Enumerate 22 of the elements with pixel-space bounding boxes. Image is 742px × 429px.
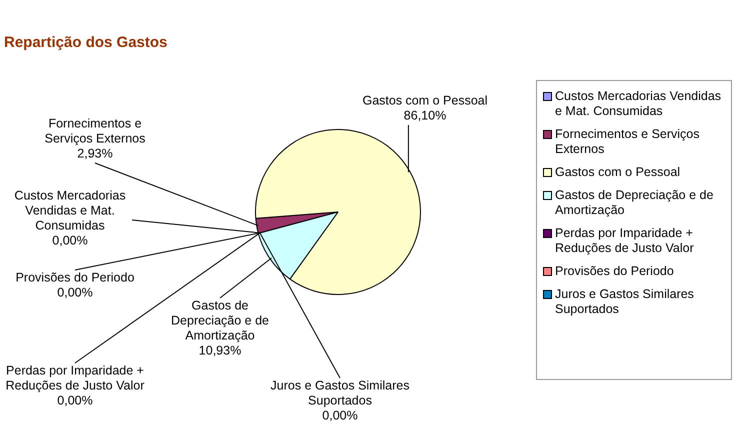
legend-label: Perdas por Imparidade + Reduções de Justo Valor	[555, 226, 695, 256]
text: 0,00%	[57, 394, 93, 408]
category-label: Perdas por Imparidade + Reduções de Justo Valor	[6, 364, 144, 393]
legend-label: Provisões do Periodo	[555, 264, 674, 279]
legend-label: Gastos com o Pessoal	[555, 165, 680, 180]
category-label: Provisões do Periodo	[16, 270, 134, 285]
text: 0,00%	[322, 408, 358, 423]
data-label: 86,10%	[404, 108, 446, 123]
chart-title: Repartição dos Gastos	[4, 34, 168, 51]
category-label: Juros e Gastos Similares Suportados	[270, 378, 410, 408]
text: 0,00%	[57, 286, 93, 300]
slice-label: Fornecimentos e Serviços Externos	[44, 116, 146, 146]
text: 0,00%	[52, 234, 88, 248]
data-label: 2,93%	[77, 146, 113, 161]
slice-label: Gastos de Depreciação e de Amortização	[171, 298, 270, 343]
legend-label: Custos Mercadorias Vendidas e Mat. Consumidas	[555, 89, 722, 119]
legend-label: Gastos de Depreciação e de Amortização	[555, 188, 714, 218]
slice-label: Gastos com o Pessoal	[362, 94, 488, 108]
legend-label: Fornecimentos e Serviços Externos	[555, 127, 701, 157]
data-label: 10,93%	[198, 344, 242, 358]
category-label: Custos Mercadorias Vendidas e Mat. Consumidas	[14, 188, 126, 233]
legend-label: Juros e Gastos Similares Suportados	[555, 287, 695, 317]
